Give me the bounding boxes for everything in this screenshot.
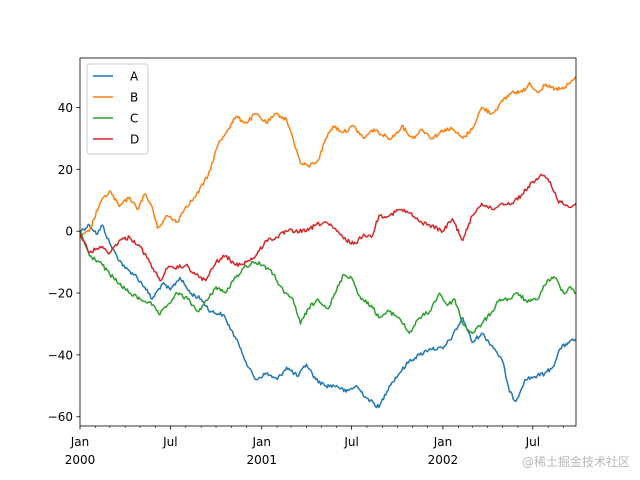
series-lines bbox=[79, 76, 577, 409]
y-tick-label: 40 bbox=[58, 101, 73, 115]
x-tick-label: Jul bbox=[343, 435, 358, 449]
x-tick-year-label: 2000 bbox=[65, 453, 96, 467]
legend-label-c: C bbox=[130, 112, 138, 126]
x-tick-label: Jan bbox=[70, 435, 90, 449]
x-tick-label: Jul bbox=[525, 435, 540, 449]
y-tick-label: −60 bbox=[48, 410, 73, 424]
x-tick-year-label: 2001 bbox=[246, 453, 277, 467]
x-tick-label: Jan bbox=[251, 435, 271, 449]
y-tick-label: −20 bbox=[48, 287, 73, 301]
legend-label-a: A bbox=[130, 70, 139, 84]
y-tick-label: 0 bbox=[65, 225, 73, 239]
series-line-a bbox=[79, 223, 577, 409]
x-tick-label: Jul bbox=[162, 435, 177, 449]
series-line-d bbox=[79, 173, 577, 282]
x-tick-year-label: 2002 bbox=[428, 453, 459, 467]
x-tick-label: Jan bbox=[433, 435, 453, 449]
legend-label-b: B bbox=[130, 91, 138, 105]
watermark: @稀土掘金技术社区 bbox=[521, 455, 630, 469]
legend-box bbox=[86, 63, 149, 155]
y-tick-label: −40 bbox=[48, 348, 73, 362]
plot-frame bbox=[79, 57, 577, 427]
series-line-b bbox=[79, 76, 577, 239]
legend-label-d: D bbox=[130, 133, 139, 147]
series-line-c bbox=[79, 230, 577, 334]
y-tick-label: 20 bbox=[58, 163, 73, 177]
